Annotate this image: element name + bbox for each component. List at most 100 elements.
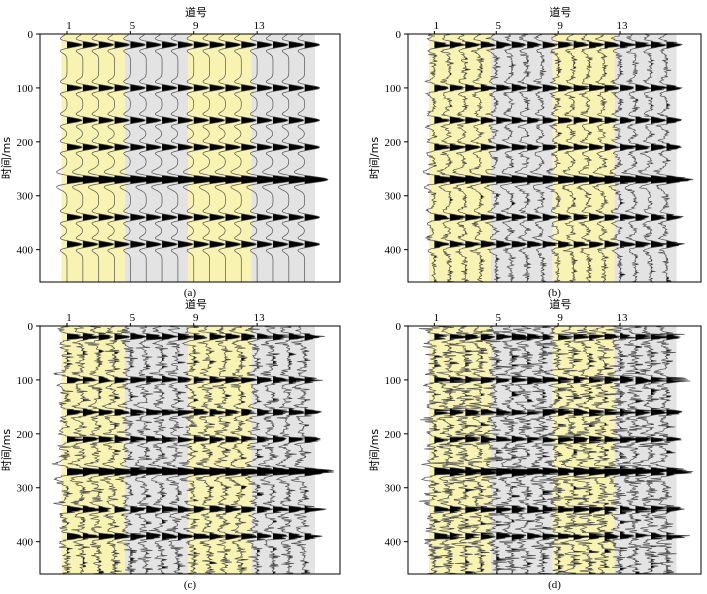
x-tick-label: 9 (557, 20, 563, 32)
trace-wiggle (119, 33, 155, 282)
trace-wiggle (428, 325, 479, 575)
x-tick-label: 1 (66, 312, 72, 324)
trace-fill (114, 41, 138, 249)
trace-wiggle (528, 325, 572, 575)
trace-fill (98, 327, 122, 574)
x-axis-title: 道号 (185, 297, 207, 311)
trace-wiggle (418, 325, 459, 575)
trace-wiggle (72, 33, 107, 282)
trace-wiggle (607, 33, 645, 283)
trace-fill (146, 41, 170, 249)
panel-label: (a) (184, 287, 197, 299)
trace-wiggle (262, 33, 297, 282)
trace-wiggle (495, 325, 535, 574)
trace-fill (573, 41, 598, 281)
y-tick-label: 200 (17, 137, 34, 149)
trace-wiggle (484, 33, 521, 283)
plot-frame (407, 33, 702, 283)
trace-wiggle (553, 325, 604, 575)
trace-wiggle (290, 325, 335, 575)
y-tick-label: 200 (385, 429, 402, 441)
plot-frame (39, 325, 341, 575)
trace-wiggle (588, 325, 630, 575)
trace-wiggle (67, 325, 109, 575)
trace-wiggle (422, 33, 459, 283)
trace-wiggle (178, 325, 221, 575)
trace-wiggle (652, 33, 694, 283)
x-tick-label: 9 (193, 312, 199, 324)
trace-wiggle (576, 33, 616, 283)
trace-wiggle (224, 325, 266, 575)
trace-wiggle (83, 325, 122, 575)
trace-wiggle (452, 33, 492, 283)
y-tick-label: 200 (385, 137, 402, 149)
panel-label: (d) (548, 579, 561, 591)
x-tick-label: 5 (130, 20, 136, 32)
x-tick-label: 13 (617, 20, 629, 32)
y-tick-label: 0 (396, 29, 402, 41)
trace-fill (257, 41, 281, 249)
trace-fill (67, 41, 91, 249)
trace-wiggle (133, 325, 171, 575)
trace-wiggle (510, 325, 551, 575)
x-tick-label: 13 (254, 312, 266, 324)
trace-wiggle (258, 325, 299, 575)
trace-wiggle (162, 325, 206, 575)
y-tick-label: 300 (385, 483, 402, 495)
y-tick-label: 100 (17, 83, 34, 95)
x-tick-label: 9 (193, 20, 199, 32)
trace-fill (272, 41, 297, 249)
x-axis-title: 道号 (185, 5, 207, 19)
trace-fill (209, 41, 233, 249)
y-tick-label: 0 (28, 321, 34, 333)
y-tick-label: 300 (385, 191, 402, 203)
trace-wiggle (637, 33, 679, 283)
trace-fill (146, 327, 170, 574)
trace-wiggle (466, 33, 506, 283)
trace-fill (589, 40, 614, 282)
trace-wiggle (445, 325, 491, 575)
trace-wiggle (620, 33, 659, 283)
trace-wiggle (246, 33, 281, 282)
trace-wiggle (278, 33, 313, 282)
trace-wiggle (135, 33, 171, 282)
trace-fill (82, 41, 107, 249)
trace-wiggle (646, 325, 694, 575)
panel-label: (b) (548, 287, 561, 299)
trace-wiggle (514, 33, 550, 283)
y-tick-label: 400 (385, 537, 402, 549)
trace-fill (162, 41, 186, 249)
trace-fill (527, 326, 551, 574)
trace-wiggle (167, 33, 202, 282)
y-tick-label: 400 (385, 245, 402, 257)
trace-wiggle (214, 33, 250, 282)
trace-wiggle (51, 325, 92, 575)
trace-wiggle (480, 325, 526, 575)
y-tick-label: 100 (385, 83, 402, 95)
trace-wiggle (212, 325, 251, 575)
trace-fill (304, 41, 328, 249)
x-tick-label: 5 (496, 20, 502, 32)
x-axis-title: 道号 (549, 297, 571, 311)
trace-fill (241, 327, 266, 573)
trace-wiggle (115, 325, 156, 574)
trace-wiggle (572, 325, 619, 575)
plot-frame (407, 325, 702, 575)
y-axis-title: 时间/ms (0, 429, 13, 471)
x-tick-label: 1 (434, 312, 440, 324)
y-tick-label: 0 (28, 29, 34, 41)
trace-fill (130, 41, 154, 249)
trace-wiggle (230, 33, 266, 282)
y-tick-label: 0 (396, 321, 402, 333)
trace-wiggle (436, 33, 471, 283)
y-axis-title: 时间/ms (368, 429, 381, 471)
trace-wiggle (87, 33, 123, 282)
y-tick-label: 200 (17, 429, 34, 441)
trace-fill (98, 41, 123, 249)
trace-fill (225, 41, 249, 249)
trace-wiggle (561, 33, 599, 283)
